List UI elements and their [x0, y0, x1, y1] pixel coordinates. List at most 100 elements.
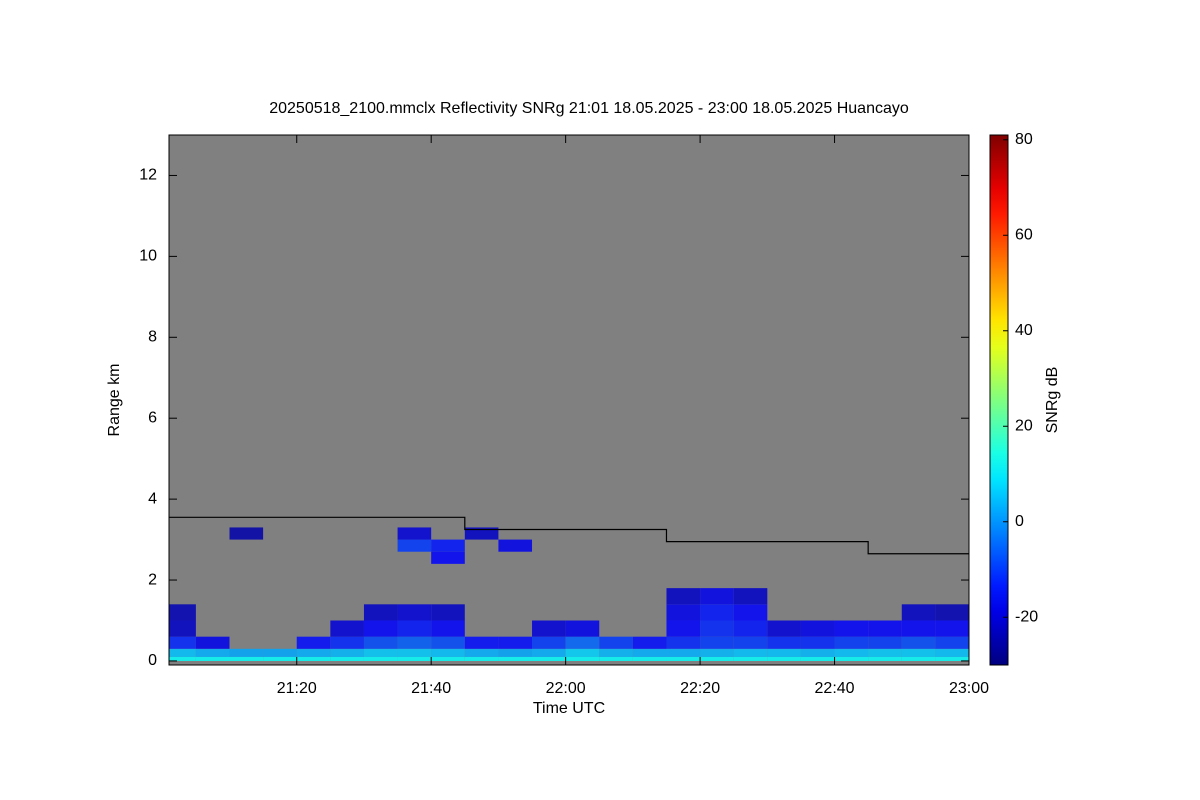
y-tick-label: 6: [148, 409, 157, 426]
heatmap-cell: [834, 620, 869, 637]
heatmap-cell: [767, 620, 801, 637]
boundary-line: [169, 516, 969, 555]
heatmap-cell: [169, 648, 196, 657]
heatmap-cell: [229, 527, 264, 540]
heatmap-cell: [565, 648, 600, 657]
colorbar-label: SNRg dB: [1044, 367, 1061, 434]
heatmap-cell: [397, 648, 432, 657]
heatmap-cell: [565, 636, 600, 649]
x-tick-label: 22:00: [546, 680, 586, 697]
heatmap-cell: [464, 656, 499, 661]
heatmap-cell: [431, 620, 465, 637]
heatmap-cell: [363, 620, 398, 637]
heatmap-cell: [901, 604, 936, 621]
heatmap-cell: [195, 656, 230, 661]
colorbar-tick-label: 80: [1015, 131, 1033, 148]
y-tick-label: 0: [148, 652, 157, 669]
heatmap-cell: [834, 636, 869, 649]
heatmap-cell: [330, 648, 364, 657]
heatmap-cell: [229, 656, 264, 661]
heatmap-cell: [700, 620, 734, 637]
heatmap-cell: [666, 588, 701, 605]
heatmap-cell: [700, 636, 734, 649]
y-tick-label: 8: [148, 329, 157, 346]
heatmap-cell: [666, 648, 701, 657]
heatmap-cell: [935, 620, 969, 637]
heatmap-cell: [632, 648, 667, 657]
heatmap-cell: [397, 604, 432, 621]
heatmap-cell: [733, 648, 768, 657]
heatmap-cell: [901, 648, 936, 657]
heatmap-cell: [263, 656, 297, 661]
heatmap-cell: [599, 636, 633, 649]
heatmap-cell: [834, 656, 869, 661]
heatmap-cell: [195, 648, 230, 657]
heatmap-cell: [363, 636, 398, 649]
heatmap-cell: [901, 656, 936, 661]
heatmap-cell: [169, 636, 196, 649]
chart-title: 20250518_2100.mmclx Reflectivity SNRg 21…: [269, 100, 909, 117]
x-tick-label: 21:20: [277, 680, 317, 697]
heatmap-cell: [666, 656, 701, 661]
heatmap-cell: [700, 604, 734, 621]
colorbar-tick-label: 40: [1015, 322, 1033, 339]
heatmap-cell: [498, 539, 533, 552]
heatmap-cell: [599, 648, 633, 657]
heatmap-cell: [868, 620, 902, 637]
heatmap-cell: [263, 648, 297, 657]
heatmap-cell: [431, 636, 465, 649]
heatmap-cell: [330, 636, 364, 649]
heatmap-cell: [767, 648, 801, 657]
y-tick-label: 4: [148, 490, 157, 507]
heatmap-cell: [532, 648, 566, 657]
heatmap-cell: [397, 620, 432, 637]
heatmap-cell: [169, 656, 196, 661]
heatmap-cell: [363, 656, 398, 661]
heatmap-cell: [397, 539, 432, 552]
heatmap-cell: [532, 620, 566, 637]
heatmap-cell: [464, 648, 499, 657]
heatmap-cell: [868, 648, 902, 657]
heatmap-cell: [800, 620, 835, 637]
colorbar: [989, 134, 1009, 666]
heatmap-cell: [464, 527, 499, 540]
heatmap-cell: [733, 636, 768, 649]
heatmap-cell: [901, 636, 936, 649]
heatmap-cell: [498, 648, 533, 657]
heatmap-cell: [498, 636, 533, 649]
y-tick-label: 2: [148, 571, 157, 588]
y-tick-label: 10: [139, 248, 157, 265]
heatmap-cell: [397, 636, 432, 649]
colorbar-tick-label: 0: [1015, 513, 1024, 530]
heatmap-cell: [935, 636, 969, 649]
heatmap-cell: [431, 539, 465, 552]
heatmap-cell: [397, 527, 432, 540]
heatmap-cell: [935, 604, 969, 621]
heatmap-cell: [834, 648, 869, 657]
heatmap-cell: [599, 656, 633, 661]
y-tick-label: 12: [139, 167, 157, 184]
heatmap-cell: [532, 636, 566, 649]
heatmap-cell: [498, 656, 533, 661]
heatmap-cell: [666, 604, 701, 621]
heatmap-cell: [632, 656, 667, 661]
heatmap-cell: [330, 656, 364, 661]
heatmap-cell: [169, 620, 196, 637]
x-tick-label: 22:20: [680, 680, 720, 697]
colorbar-tick-label: -20: [1015, 608, 1038, 625]
heatmap-cell: [565, 620, 600, 637]
heatmap-cell: [363, 604, 398, 621]
heatmap-cell: [195, 636, 230, 649]
heatmap-cell: [363, 648, 398, 657]
heatmap-cell: [733, 588, 768, 605]
heatmap-cell: [935, 656, 969, 661]
heatmap-cell: [296, 648, 331, 657]
heatmap-cell: [565, 656, 600, 661]
heatmap-cell: [767, 656, 801, 661]
heatmap-cell: [733, 620, 768, 637]
y-axis-label: Range km: [106, 364, 123, 437]
x-axis-label: Time UTC: [533, 700, 605, 717]
heatmap-cell: [632, 636, 667, 649]
